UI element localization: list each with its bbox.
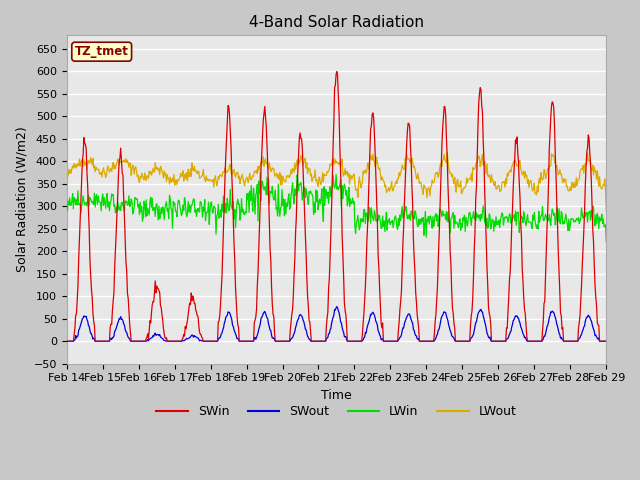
Legend: SWin, SWout, LWin, LWout: SWin, SWout, LWin, LWout <box>152 400 522 423</box>
Title: 4-Band Solar Radiation: 4-Band Solar Radiation <box>249 15 424 30</box>
X-axis label: Time: Time <box>321 389 352 402</box>
Text: TZ_tmet: TZ_tmet <box>75 45 129 58</box>
Y-axis label: Solar Radiation (W/m2): Solar Radiation (W/m2) <box>15 127 28 273</box>
